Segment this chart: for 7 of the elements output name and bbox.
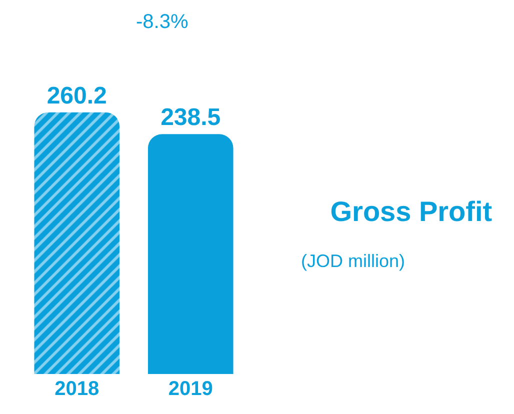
data-label: 238.5: [160, 104, 221, 132]
data-label: 260.2: [46, 82, 107, 110]
x-tick-label: 2019: [168, 378, 213, 400]
text: -8.3%: [136, 11, 188, 33]
x-tick-label: 2018: [54, 378, 100, 400]
text: (JOD million): [301, 251, 406, 271]
text: Gross Profit: [330, 196, 492, 227]
